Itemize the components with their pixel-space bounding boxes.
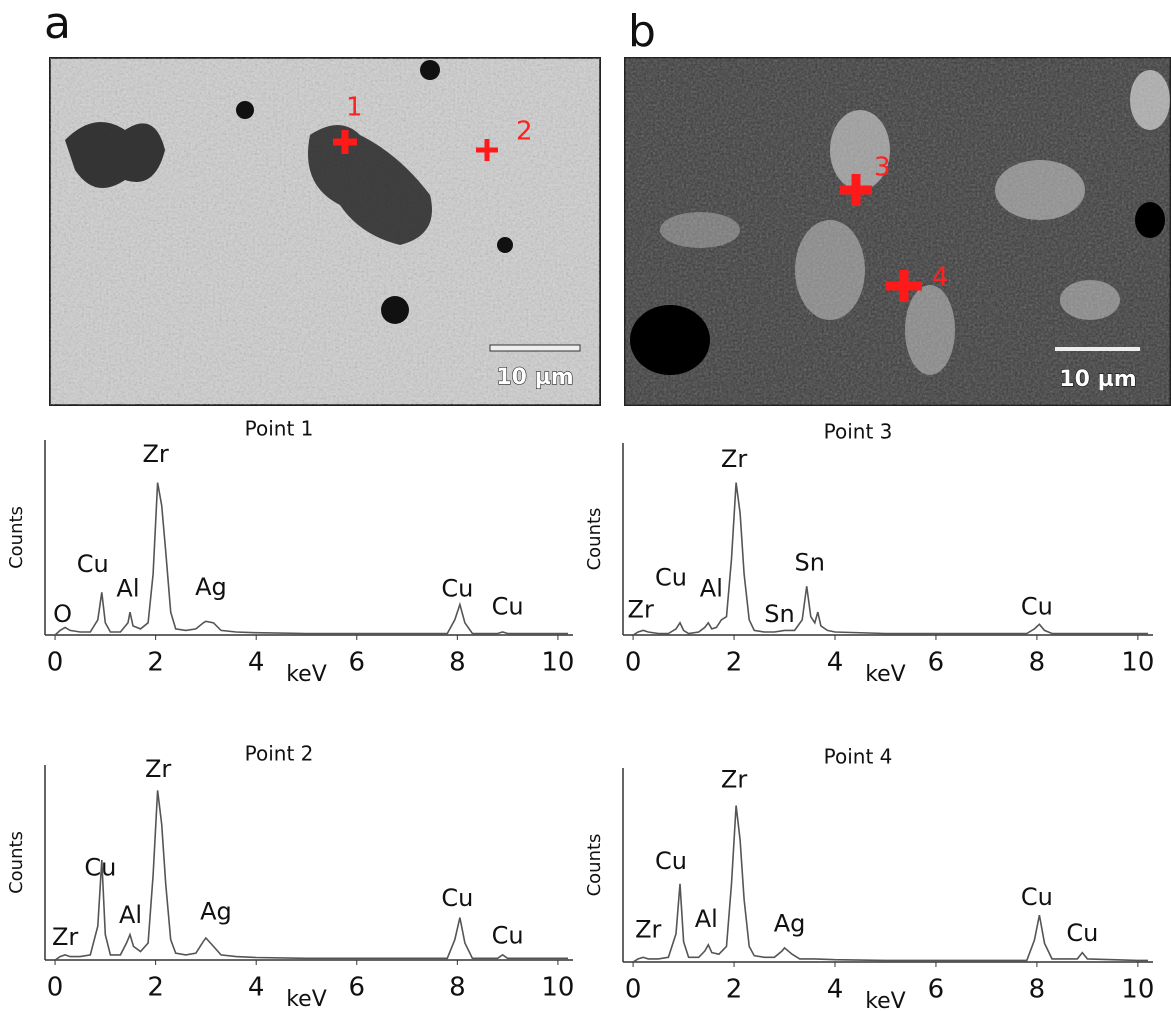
- point-marker: 1: [346, 93, 363, 123]
- spectrum-line: [632, 482, 1148, 636]
- x-tick-label: 2: [726, 648, 743, 678]
- peak-label: Ag: [195, 573, 227, 601]
- x-tick-label: 8: [449, 973, 466, 1003]
- x-tick-label: 2: [726, 975, 743, 1005]
- x-tick-label: 4: [827, 648, 844, 678]
- peak-label: O: [53, 600, 72, 628]
- x-tick-label: 2: [147, 973, 164, 1003]
- scale-bar-label: 10 µm: [1059, 367, 1136, 392]
- peak-label: Zr: [145, 755, 171, 783]
- x-axis-label: keV: [865, 989, 906, 1011]
- x-tick-label: 0: [47, 648, 64, 678]
- peak-label: Cu: [655, 564, 687, 592]
- x-axis-label: keV: [286, 662, 327, 687]
- x-tick-label: 0: [47, 973, 64, 1003]
- x-tick-label: 8: [449, 648, 466, 678]
- peak-label: Cu: [441, 574, 473, 602]
- peak-label: Ag: [774, 909, 806, 937]
- x-tick-label: 8: [1029, 975, 1046, 1005]
- peak-label: Cu: [1066, 919, 1098, 947]
- peak-label: Cu: [84, 853, 116, 881]
- x-tick-label: 6: [348, 648, 365, 678]
- peak-label: Zr: [142, 440, 168, 468]
- peak-label: Cu: [77, 550, 109, 578]
- panel-label: a: [44, 0, 71, 49]
- x-axis-label: keV: [286, 987, 327, 1011]
- peak-label: Cu: [441, 884, 473, 912]
- peak-label: Cu: [492, 593, 524, 621]
- y-axis-label: Counts: [584, 508, 605, 571]
- x-tick-label: 4: [248, 973, 265, 1003]
- x-tick-label: 6: [928, 648, 945, 678]
- panel-label: b: [628, 6, 656, 57]
- chart-title: Point 2: [245, 742, 314, 766]
- chart-title: Point 4: [824, 745, 893, 769]
- sem-image-b: 3 4 10 µm: [624, 57, 1171, 406]
- chart-title: Point 3: [824, 420, 893, 444]
- peak-label: Al: [700, 574, 723, 602]
- point-marker: 2: [516, 117, 533, 147]
- x-tick-label: 0: [625, 975, 642, 1005]
- peak-label: Zr: [52, 923, 78, 951]
- chart-title: Point 1: [245, 417, 314, 441]
- x-tick-label: 8: [1029, 648, 1046, 678]
- peak-label: Cu: [655, 847, 687, 875]
- spectrum-line: [54, 482, 568, 636]
- y-axis-label: Counts: [6, 506, 27, 569]
- x-tick-label: 2: [147, 648, 164, 678]
- peak-label: Al: [695, 905, 718, 933]
- sem-image-a: 1 2 10 µm: [49, 57, 601, 406]
- peak-label: Al: [116, 574, 139, 602]
- peak-label: Zr: [628, 596, 654, 624]
- peak-label: Sn: [795, 548, 825, 576]
- x-tick-label: 0: [625, 648, 642, 678]
- point-marker: 4: [932, 263, 949, 293]
- peak-label: Cu: [1021, 593, 1053, 621]
- peak-label: Cu: [492, 921, 524, 949]
- x-tick-label: 10: [541, 648, 574, 678]
- peak-label: Zr: [635, 916, 661, 944]
- x-tick-label: 10: [1121, 975, 1154, 1005]
- peak-label: Ag: [200, 898, 232, 926]
- x-tick-label: 6: [928, 975, 945, 1005]
- peak-label: Al: [119, 901, 142, 929]
- x-tick-label: 6: [348, 973, 365, 1003]
- peak-label: Cu: [1021, 883, 1053, 911]
- spectrum-line: [632, 805, 1148, 963]
- y-axis-label: Counts: [6, 831, 27, 894]
- peak-label: Sn: [764, 600, 794, 628]
- y-axis-label: Counts: [584, 834, 605, 897]
- x-tick-label: 4: [827, 975, 844, 1005]
- peak-label: Zr: [721, 766, 747, 794]
- peak-label: Zr: [721, 445, 747, 473]
- x-tick-label: 4: [248, 648, 265, 678]
- x-tick-label: 10: [1121, 648, 1154, 678]
- scale-bar-label: 10 µm: [496, 365, 573, 390]
- x-tick-label: 10: [541, 973, 574, 1003]
- x-axis-label: keV: [865, 662, 906, 687]
- point-marker: 3: [874, 153, 891, 183]
- spectrum-line: [54, 790, 568, 961]
